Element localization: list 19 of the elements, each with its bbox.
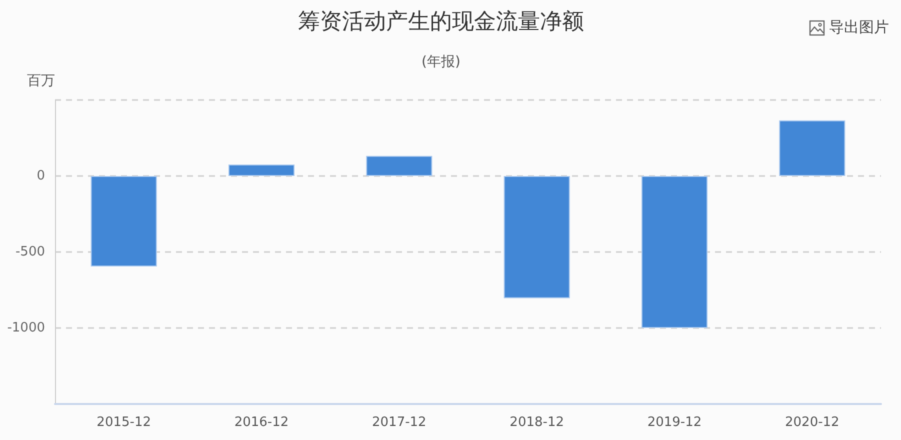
chart-title: 筹资活动产生的现金流量净额	[298, 10, 584, 34]
bar	[779, 120, 846, 176]
bar	[228, 164, 295, 176]
chart-subtitle: (年报)	[422, 54, 460, 70]
x-tick-label: 2015-12	[96, 415, 151, 430]
x-tick-label: 2020-12	[785, 415, 840, 430]
bar	[504, 176, 570, 298]
x-tick-label: 2018-12	[510, 415, 564, 430]
bar	[366, 156, 432, 176]
text: 导出图片	[829, 18, 889, 37]
y-tick-label: -1000	[7, 320, 45, 336]
x-tick-label: 2016-12	[234, 415, 289, 430]
x-tick-label: 2019-12	[647, 415, 702, 430]
bar	[641, 176, 708, 328]
y-tick-label: 0	[36, 168, 45, 184]
x-tick-label: 2017-12	[372, 415, 426, 430]
y-axis-title: 百万	[27, 73, 55, 89]
y-tick-label: -500	[15, 244, 45, 260]
bar	[90, 176, 157, 266]
